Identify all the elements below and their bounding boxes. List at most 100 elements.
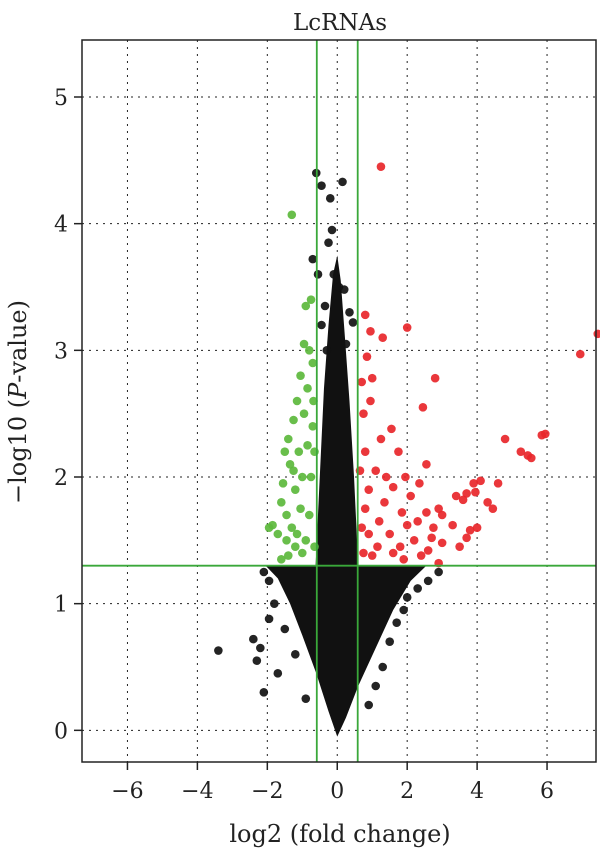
point-up (471, 487, 480, 497)
point-down (264, 523, 274, 532)
point-down (290, 485, 300, 494)
point-down (283, 551, 293, 560)
point-down (303, 384, 312, 393)
point-down (287, 523, 297, 532)
x-tick-label: 2 (400, 779, 414, 804)
point-up (357, 377, 367, 387)
nonsignificant-point-cloud (265, 255, 427, 737)
point-down (292, 396, 302, 406)
point-up (402, 520, 412, 530)
y-tick-label: 2 (54, 466, 68, 491)
point-up (427, 533, 436, 543)
point-ns (345, 308, 354, 317)
x-tick-label: −6 (111, 779, 143, 804)
point-down (303, 441, 312, 450)
point-up (397, 508, 407, 517)
y-tick-label: 0 (54, 719, 68, 744)
x-tick-label: −4 (181, 779, 213, 804)
point-up (437, 538, 447, 548)
point-up (380, 498, 389, 507)
point-up (387, 424, 396, 434)
point-ns (259, 688, 269, 697)
threshold-lines (82, 40, 596, 762)
point-up (527, 453, 536, 463)
point-ns (264, 576, 274, 586)
point-up (360, 310, 370, 320)
point-down (277, 498, 286, 507)
point-down (306, 472, 316, 482)
point-down (282, 536, 291, 545)
x-axis-label: log2 (fold change) (229, 820, 450, 848)
point-up (418, 403, 428, 412)
point-down (277, 555, 286, 564)
y-axis-label: −log10 (P-value) (4, 300, 32, 504)
axis-ticks: −6 −4 −2 0 2 4 6 0 1 2 3 4 5 (54, 86, 554, 804)
point-ns (270, 599, 279, 608)
point-up (373, 542, 382, 551)
point-ns (385, 637, 395, 646)
point-up (434, 504, 443, 513)
point-ns (301, 694, 311, 703)
point-down (280, 447, 290, 456)
point-up (423, 546, 433, 555)
point-down (297, 548, 307, 558)
point-up (362, 352, 372, 361)
point-ns (317, 320, 326, 330)
point-up (385, 529, 395, 539)
point-up (367, 551, 377, 560)
x-tick-label: 6 (540, 779, 554, 804)
point-ns (259, 567, 269, 577)
point-ns (364, 700, 374, 710)
point-ns (308, 254, 318, 264)
y-tick-label: 3 (54, 339, 68, 364)
point-down (285, 460, 295, 469)
point-ns (341, 339, 351, 349)
point-up (366, 327, 375, 336)
point-ns (290, 650, 300, 659)
point-ns (434, 567, 443, 577)
point-down (301, 536, 311, 545)
point-down (289, 415, 298, 425)
point-ns (371, 681, 381, 691)
grid (82, 40, 596, 762)
point-up (488, 504, 498, 513)
y-tick-label: 5 (54, 86, 68, 111)
point-up (401, 472, 410, 482)
point-up (448, 520, 457, 530)
chart-title: LcRNAs (293, 10, 387, 36)
point-ns (378, 662, 388, 672)
point-ns (402, 593, 412, 602)
point-up (500, 434, 510, 444)
point-down (283, 434, 293, 444)
y-axis-label-italic: P (4, 382, 32, 400)
point-down (309, 396, 318, 406)
point-down (290, 542, 300, 551)
point-ns (264, 614, 274, 624)
point-down (287, 210, 297, 220)
point-down (294, 447, 304, 456)
point-up (374, 517, 384, 526)
point-ns (249, 634, 258, 644)
point-down (304, 510, 314, 520)
point-up (402, 323, 412, 332)
y-axis-label-prefix: −log10 ( (4, 399, 32, 504)
point-up (469, 479, 478, 488)
point-up (394, 447, 403, 456)
y-axis-label-suffix: -value) (4, 300, 32, 383)
plot-frame (81, 39, 597, 763)
point-ns (327, 225, 337, 235)
point-up (376, 162, 386, 171)
point-up (537, 430, 547, 440)
point-ns (256, 643, 265, 653)
point-up (415, 479, 424, 488)
point-down (296, 504, 305, 513)
point-up (360, 447, 370, 456)
point-ns (339, 285, 349, 294)
point-ns (317, 181, 326, 190)
point-up (367, 373, 377, 383)
point-down (299, 409, 309, 418)
point-up (371, 466, 381, 475)
point-ns (324, 238, 333, 247)
point-up (360, 504, 370, 513)
